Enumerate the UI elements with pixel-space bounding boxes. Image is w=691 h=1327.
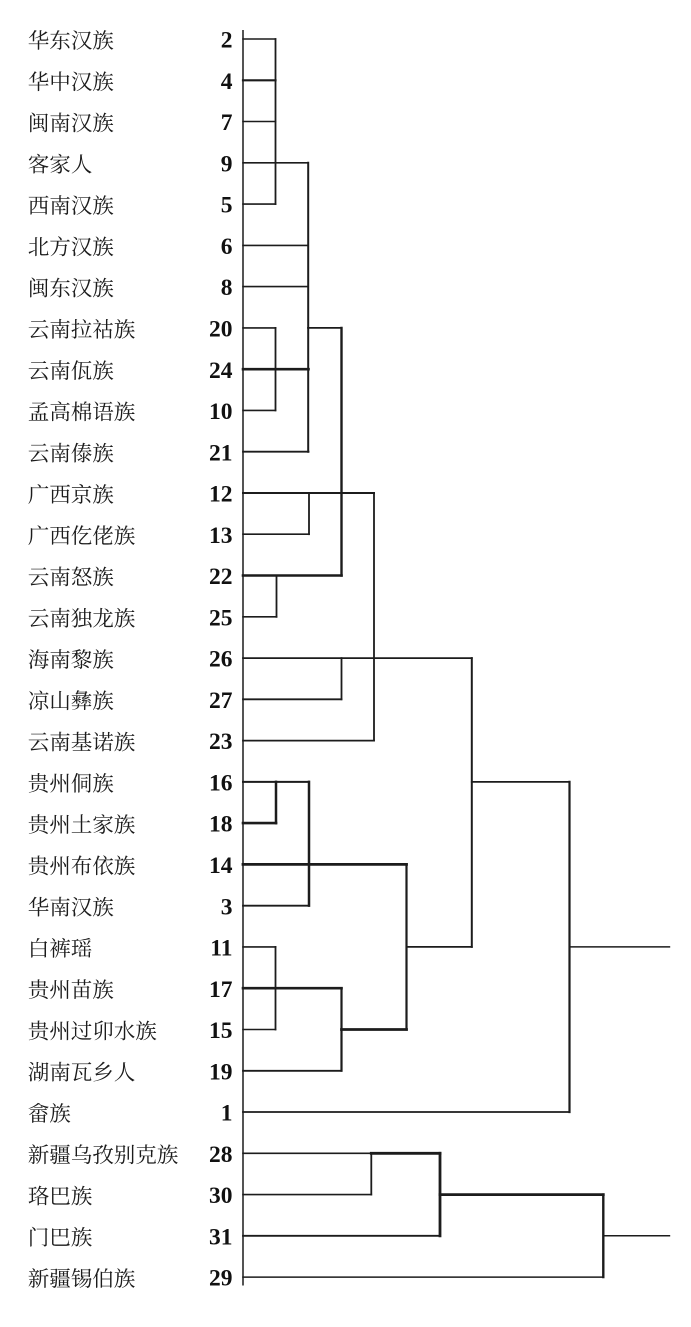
svg-text:9: 9 bbox=[221, 151, 233, 177]
svg-text:6: 6 bbox=[221, 234, 233, 260]
svg-text:30: 30 bbox=[209, 1183, 233, 1209]
svg-text:25: 25 bbox=[209, 605, 233, 631]
svg-text:8: 8 bbox=[221, 275, 233, 301]
svg-text:22: 22 bbox=[209, 564, 233, 590]
svg-text:26: 26 bbox=[209, 647, 233, 673]
svg-text:28: 28 bbox=[209, 1142, 233, 1168]
svg-text:7: 7 bbox=[221, 110, 233, 136]
svg-text:5: 5 bbox=[221, 193, 233, 219]
svg-text:18: 18 bbox=[209, 812, 233, 838]
svg-text:16: 16 bbox=[209, 771, 233, 797]
svg-text:23: 23 bbox=[209, 729, 233, 755]
svg-text:10: 10 bbox=[209, 399, 233, 425]
svg-text:20: 20 bbox=[209, 317, 233, 343]
svg-text:14: 14 bbox=[209, 853, 233, 879]
svg-text:19: 19 bbox=[209, 1059, 233, 1085]
svg-text:12: 12 bbox=[209, 482, 233, 508]
svg-text:27: 27 bbox=[209, 688, 233, 714]
svg-text:15: 15 bbox=[209, 1018, 233, 1044]
svg-text:3: 3 bbox=[221, 894, 233, 920]
svg-text:31: 31 bbox=[209, 1224, 233, 1250]
svg-text:17: 17 bbox=[209, 977, 233, 1003]
svg-text:1: 1 bbox=[221, 1101, 233, 1127]
svg-text:13: 13 bbox=[209, 523, 233, 549]
svg-text:29: 29 bbox=[209, 1266, 233, 1292]
svg-text:4: 4 bbox=[221, 69, 233, 95]
svg-text:21: 21 bbox=[209, 440, 233, 466]
svg-text:11: 11 bbox=[210, 936, 232, 962]
svg-text:2: 2 bbox=[221, 28, 233, 54]
svg-text:24: 24 bbox=[209, 358, 233, 384]
